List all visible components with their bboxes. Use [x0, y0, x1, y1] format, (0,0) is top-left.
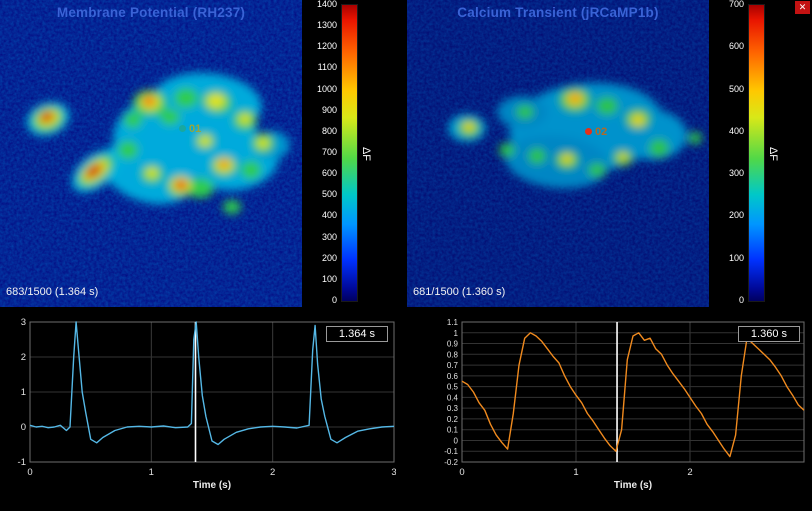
- calcium-panel-title: Calcium Transient (jRCaMP1b): [457, 5, 659, 20]
- membrane-trace-chart: 3 2 1 0 -1 0 1 2 3 1.364 s Time (s): [4, 316, 397, 508]
- heatmap-blobs: [26, 72, 290, 214]
- y-tick-label: 0.2: [447, 415, 459, 424]
- colorbar-tick-label: 200: [321, 252, 337, 263]
- y-tick-label: 2: [21, 352, 26, 363]
- roi-marker-label: 02: [595, 125, 608, 138]
- colorbar-tick-label: 0: [331, 295, 337, 305]
- colorbar-tick-label: 300: [728, 168, 744, 179]
- y-tick-label: 1: [454, 329, 459, 338]
- colorbar-tick-label: 800: [321, 125, 337, 136]
- membrane-heatmap-panel: Membrane Potential (RH237) 01 683/1500 (…: [0, 0, 302, 307]
- membrane-panel-title: Membrane Potential (RH237): [56, 5, 246, 20]
- roi-marker-dot[interactable]: [179, 125, 186, 133]
- close-button[interactable]: ✕: [795, 1, 810, 14]
- y-tick-label: 0.1: [447, 426, 459, 435]
- y-tick-label: -0.1: [444, 447, 458, 456]
- roi-marker-01[interactable]: 01: [179, 120, 201, 138]
- roi-marker-label: 01: [189, 122, 202, 135]
- x-tick-label: 1: [149, 467, 154, 478]
- x-tick-label: 0: [27, 467, 32, 478]
- calcium-trace-plot[interactable]: 1.110.90.80.70.60.50.40.30.20.10-0.1-0.2…: [434, 316, 808, 478]
- trace-line: [461, 332, 805, 458]
- calcium-cursor-time: 1.360 s: [737, 326, 800, 342]
- membrane-cursor-time: 1.364 s: [325, 326, 388, 342]
- colorbar-tick-label: 500: [728, 83, 744, 94]
- membrane-colorbar-gradient: [341, 4, 358, 302]
- plot-frame: [461, 321, 805, 463]
- colorbar-tick-label: 900: [321, 104, 337, 115]
- membrane-colorbar: 1400 1300 1200 1100 1000 900 800 700 600 500 400 30…: [303, 0, 373, 307]
- roi-marker-dot[interactable]: [585, 128, 592, 136]
- y-tick-label: 0.3: [447, 404, 459, 413]
- y-tick-label: -1: [18, 457, 26, 468]
- colorbar-tick-label: 200: [728, 210, 744, 221]
- calcium-heatmap-canvas[interactable]: [407, 0, 709, 307]
- y-tick-label: 1.1: [447, 318, 459, 327]
- roi-marker-02[interactable]: 02: [585, 123, 607, 141]
- membrane-colorbar-label: ΔF: [360, 146, 372, 161]
- colorbar-tick-label: 100: [321, 273, 337, 284]
- colorbar-tick-label: 1200: [316, 41, 337, 52]
- colorbar-tick-label: 500: [321, 189, 337, 200]
- colorbar-tick-label: 1300: [316, 20, 337, 31]
- y-tick-label: 0.6: [447, 372, 459, 381]
- x-tick-label: 2: [270, 467, 275, 478]
- colorbar-tick-label: 700: [728, 0, 744, 9]
- y-tick-label: 0.7: [447, 361, 459, 370]
- membrane-xaxis-label: Time (s): [192, 480, 232, 491]
- y-tick-label: 0: [21, 422, 26, 433]
- colorbar-tick-label: 1000: [316, 83, 337, 94]
- y-tick-label: 0.4: [447, 393, 459, 402]
- y-tick-label: 0.8: [447, 350, 459, 359]
- calcium-trace-chart: 1.1 1 0.9 0.8 0.7 0.6 0.5 0.4 0.3 0.2 0.1 0 -0.1 -0.2…: [434, 316, 808, 508]
- y-tick-label: 0.9: [447, 340, 459, 349]
- calcium-colorbar: 700 600 500 400 300 200 100 0 ΔF: [710, 0, 780, 307]
- y-tick-label: -0.2: [444, 458, 458, 467]
- y-tick-label: 3: [21, 317, 26, 328]
- colorbar-tick-label: 600: [321, 168, 337, 179]
- y-tick-label: 1: [21, 387, 26, 398]
- colorbar-tick-label: 1100: [317, 62, 337, 73]
- colorbar-tick-label: 400: [728, 125, 744, 136]
- colorbar-tick-label: 100: [728, 252, 744, 263]
- calcium-frame-counter: 681/1500 (1.360 s): [413, 286, 506, 298]
- y-tick-label: 0: [454, 436, 459, 445]
- x-tick-label: 0: [459, 467, 464, 478]
- calcium-heatmap-panel: Calcium Transient (jRCaMP1b) 02 681/1500…: [407, 0, 709, 307]
- heatmap-blobs: [448, 82, 702, 189]
- x-tick-label: 1: [573, 467, 578, 478]
- colorbar-tick-label: 300: [321, 231, 337, 242]
- colorbar-tick-label: 600: [728, 41, 744, 52]
- colorbar-tick-label: 700: [321, 147, 337, 157]
- calcium-xaxis-label: Time (s): [613, 480, 653, 491]
- membrane-heatmap-canvas[interactable]: [0, 0, 302, 307]
- calcium-colorbar-gradient: [748, 4, 765, 302]
- x-tick-label: 2: [687, 467, 692, 478]
- colorbar-tick-label: 400: [321, 210, 337, 221]
- colorbar-tick-label: 1400: [316, 0, 337, 9]
- calcium-colorbar-label: ΔF: [767, 146, 779, 161]
- colorbar-tick-label: 0: [738, 295, 744, 305]
- membrane-frame-counter: 683/1500 (1.364 s): [6, 286, 99, 298]
- plot-frame: [29, 321, 395, 463]
- x-tick-label: 3: [391, 467, 396, 478]
- membrane-colorbar-ticks: 1400 1300 1200 1100 1000 900 800 700 600 500 400 30…: [303, 0, 337, 307]
- calcium-colorbar-ticks: 700 600 500 400 300 200 100 0: [710, 0, 744, 307]
- y-tick-label: 0.5: [447, 383, 459, 392]
- trace-line: [29, 321, 395, 446]
